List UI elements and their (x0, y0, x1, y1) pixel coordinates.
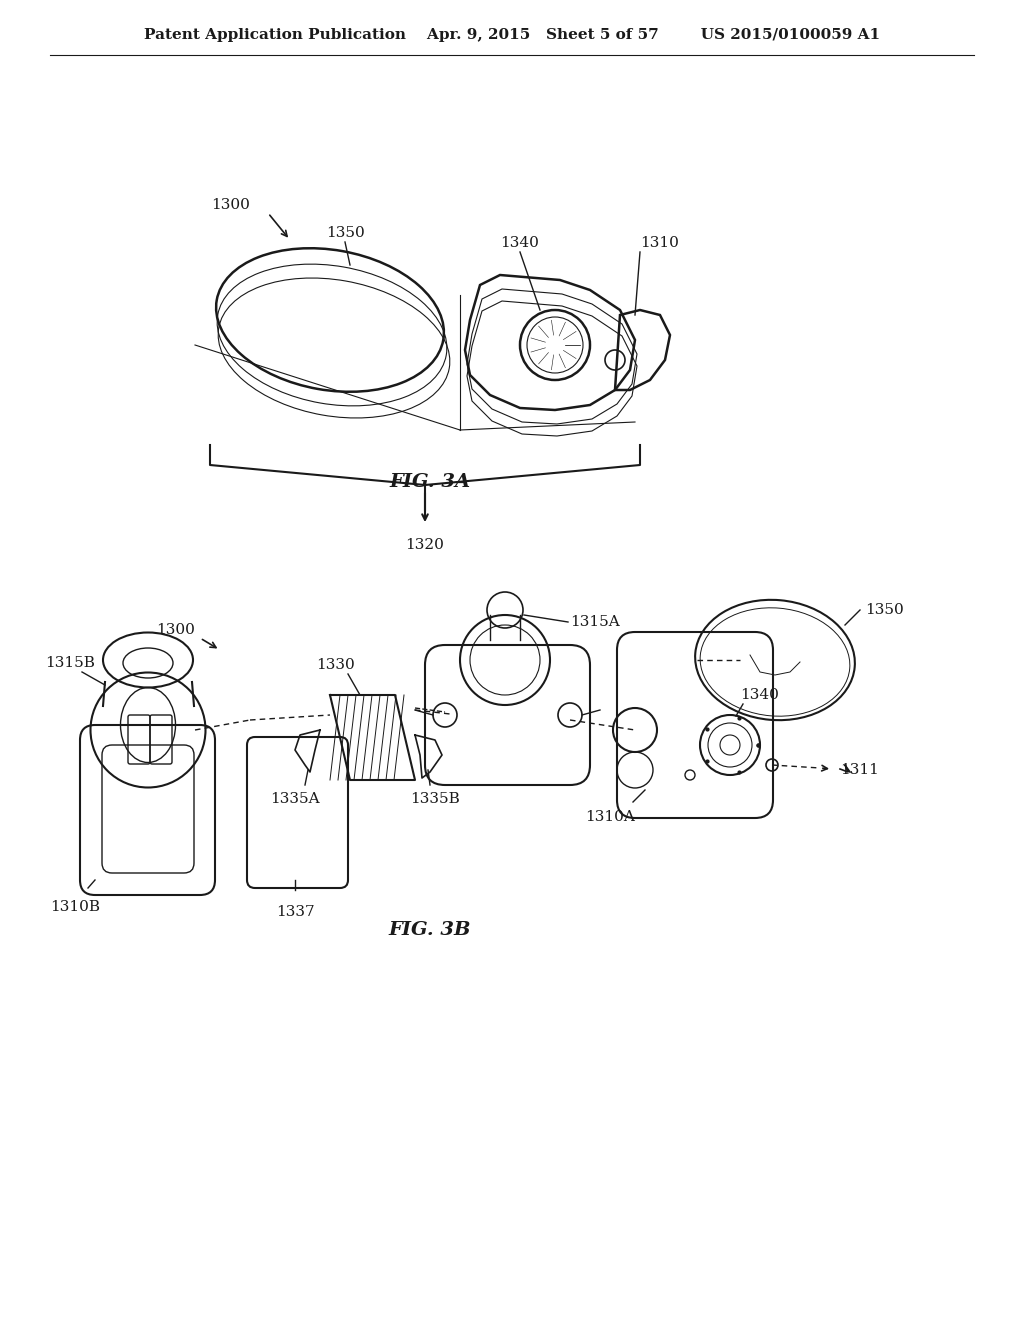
Text: 1337: 1337 (275, 906, 314, 919)
Text: 1350: 1350 (326, 226, 365, 240)
Text: 1340: 1340 (501, 236, 540, 249)
Text: 1335A: 1335A (270, 792, 319, 807)
Text: 1315A: 1315A (570, 615, 620, 630)
Text: 1315B: 1315B (45, 656, 95, 671)
Text: Patent Application Publication    Apr. 9, 2015   Sheet 5 of 57        US 2015/01: Patent Application Publication Apr. 9, 2… (144, 28, 880, 42)
Text: 1300: 1300 (211, 198, 250, 213)
Text: 1300: 1300 (156, 623, 195, 638)
Text: 1340: 1340 (740, 688, 779, 702)
Text: 1310A: 1310A (585, 810, 635, 824)
Text: FIG. 3B: FIG. 3B (389, 921, 471, 939)
Text: 1310: 1310 (640, 236, 679, 249)
Text: 1320: 1320 (406, 539, 444, 552)
Text: 1330: 1330 (315, 657, 354, 672)
Text: 1335B: 1335B (411, 792, 460, 807)
Text: 1310B: 1310B (50, 900, 100, 913)
Text: 1350: 1350 (865, 603, 904, 616)
Text: 1311: 1311 (840, 763, 879, 777)
Text: FIG. 3A: FIG. 3A (389, 473, 471, 491)
